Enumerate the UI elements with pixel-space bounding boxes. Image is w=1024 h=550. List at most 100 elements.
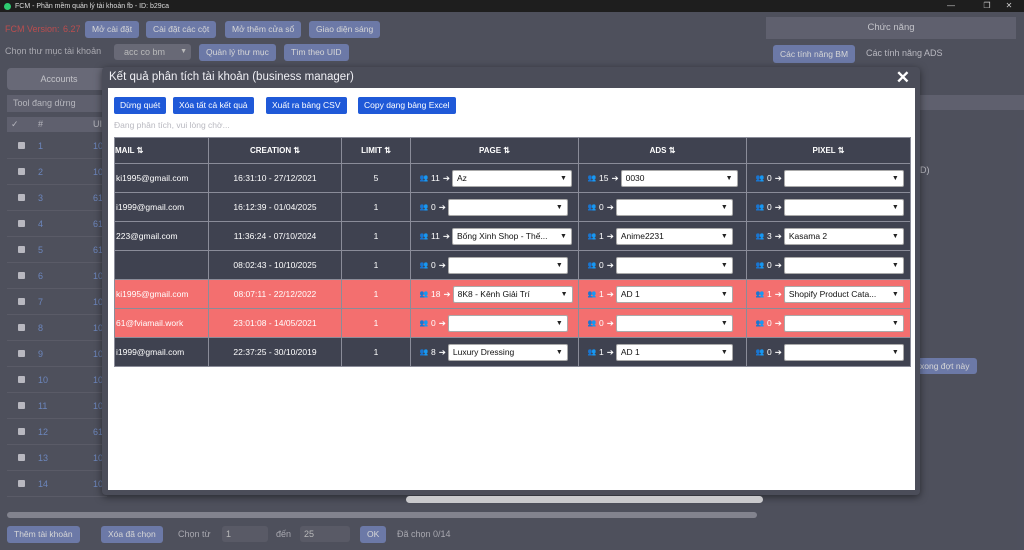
ads-count: 0 bbox=[599, 260, 604, 270]
column-page[interactable]: PAGE ⇅ bbox=[410, 137, 579, 164]
arrow-icon: ➔ bbox=[606, 288, 614, 299]
pixel-dropdown[interactable]: Shopify Product Cata... ▼ bbox=[783, 285, 904, 303]
column-creation[interactable]: CREATION ⇅ bbox=[208, 137, 342, 164]
right-partial-button[interactable]: xong đợt này bbox=[912, 358, 977, 374]
ads-dropdown[interactable]: AD 1 ▼ bbox=[615, 343, 733, 361]
page-dropdown[interactable]: Az ▼ bbox=[451, 169, 572, 187]
row-checkbox[interactable] bbox=[18, 428, 25, 435]
list-item[interactable]: 7 10 bbox=[7, 289, 107, 315]
list-item[interactable]: 3 61 bbox=[7, 185, 107, 211]
row-checkbox[interactable] bbox=[18, 350, 25, 357]
pixel-dropdown-value: Kasama 2 bbox=[788, 230, 828, 241]
column-limit[interactable]: LIMIT ⇅ bbox=[341, 137, 411, 164]
list-item[interactable]: 12 61 bbox=[7, 419, 107, 445]
list-item[interactable]: 14 10 bbox=[7, 471, 107, 497]
select-to-input[interactable]: 25 bbox=[300, 526, 350, 542]
row-checkbox[interactable] bbox=[18, 324, 25, 331]
ads-dropdown[interactable]: Anime2231 ▼ bbox=[615, 227, 733, 245]
column-ads[interactable]: ADS ⇅ bbox=[578, 137, 747, 164]
light-theme-button[interactable]: Giao diện sáng bbox=[309, 21, 381, 38]
select-from-input[interactable]: 1 bbox=[222, 526, 268, 542]
page-dropdown[interactable]: Bống Xinh Shop - Thế... ▼ bbox=[451, 227, 572, 245]
row-checkbox[interactable] bbox=[18, 194, 25, 201]
list-item[interactable]: 4 61 bbox=[7, 211, 107, 237]
row-checkbox[interactable] bbox=[18, 168, 25, 175]
tool-status: Tool đang dừng bbox=[7, 95, 107, 112]
row-checkbox[interactable] bbox=[18, 480, 25, 487]
pixel-dropdown[interactable]: ▼ bbox=[783, 343, 904, 361]
close-window-icon[interactable]: ✕ bbox=[1005, 1, 1013, 10]
minimize-icon[interactable]: — bbox=[947, 1, 955, 10]
maximize-icon[interactable]: ❐ bbox=[983, 1, 991, 10]
arrow-icon: ➔ bbox=[438, 259, 446, 270]
app-icon bbox=[4, 2, 11, 10]
dialog-horizontal-scrollbar[interactable] bbox=[406, 496, 763, 503]
list-item[interactable]: 10 10 bbox=[7, 367, 107, 393]
clear-results-button[interactable]: Xóa tất cả kết quả bbox=[173, 97, 254, 114]
ads-count: 1 bbox=[599, 289, 604, 299]
ads-dropdown[interactable]: ▼ bbox=[615, 198, 733, 216]
row-checkbox[interactable] bbox=[18, 220, 25, 227]
ads-dropdown[interactable]: ▼ bbox=[615, 256, 733, 274]
row-checkbox[interactable] bbox=[18, 298, 25, 305]
tab-accounts[interactable]: Accounts bbox=[7, 68, 111, 90]
row-checkbox[interactable] bbox=[18, 142, 25, 149]
row-checkbox[interactable] bbox=[18, 246, 25, 253]
row-checkbox[interactable] bbox=[18, 454, 25, 461]
add-account-button[interactable]: Thêm tài khoản bbox=[7, 526, 80, 543]
open-settings-button[interactable]: Mở cài đặt bbox=[85, 21, 140, 38]
list-item[interactable]: 5 61 bbox=[7, 237, 107, 263]
find-uid-button[interactable]: Tìm theo UID bbox=[284, 44, 349, 61]
list-item[interactable]: 1 10 bbox=[7, 133, 107, 159]
column-pixel[interactable]: PIXEL ⇅ bbox=[746, 137, 911, 164]
page-dropdown[interactable]: ▼ bbox=[447, 314, 568, 332]
copy-excel-button[interactable]: Copy dạng bảng Excel bbox=[358, 97, 456, 114]
tab-ads-features[interactable]: Các tính năng ADS bbox=[866, 48, 943, 58]
page-dropdown[interactable]: Luxury Dressing ▼ bbox=[447, 343, 568, 361]
pixel-dropdown[interactable]: ▼ bbox=[783, 198, 904, 216]
folder-select[interactable]: acc co bm ▼ bbox=[114, 44, 191, 60]
check-all-icon[interactable]: ✓ bbox=[11, 119, 19, 129]
pixel-dropdown-value: Shopify Product Cata... bbox=[788, 288, 877, 299]
ads-dropdown[interactable]: ▼ bbox=[615, 314, 733, 332]
list-item[interactable]: 13 10 bbox=[7, 445, 107, 471]
people-icon: 👥 bbox=[419, 320, 429, 327]
arrow-icon: ➔ bbox=[606, 230, 614, 241]
list-item[interactable]: 2 10 bbox=[7, 159, 107, 185]
main-horizontal-scrollbar[interactable] bbox=[7, 512, 757, 518]
page-dropdown[interactable]: 8K8 - Kênh Giải Trí ▼ bbox=[452, 285, 573, 303]
page-dropdown[interactable]: ▼ bbox=[447, 256, 568, 274]
ads-dropdown[interactable]: AD 1 ▼ bbox=[615, 285, 733, 303]
pixel-dropdown[interactable]: Kasama 2 ▼ bbox=[783, 227, 904, 245]
row-checkbox[interactable] bbox=[18, 376, 25, 383]
row-number: 11 bbox=[38, 401, 48, 411]
column-settings-button[interactable]: Cài đặt các cột bbox=[146, 21, 217, 38]
pixel-dropdown[interactable]: ▼ bbox=[783, 256, 904, 274]
select-from-label: Chọn từ bbox=[178, 529, 211, 539]
column-mail[interactable]: MAIL ⇅ bbox=[114, 137, 209, 164]
open-window-button[interactable]: Mở thêm cửa sổ bbox=[225, 21, 302, 38]
list-item[interactable]: 8 10 bbox=[7, 315, 107, 341]
row-uid-partial: 10 bbox=[93, 141, 104, 151]
row-uid-partial: 61 bbox=[93, 427, 104, 437]
manage-folder-button[interactable]: Quản lý thư mục bbox=[199, 44, 276, 61]
export-csv-button[interactable]: Xuất ra bảng CSV bbox=[266, 97, 347, 114]
ok-button[interactable]: OK bbox=[360, 526, 387, 543]
list-item[interactable]: 9 10 bbox=[7, 341, 107, 367]
page-dropdown[interactable]: ▼ bbox=[447, 198, 568, 216]
stop-scan-button[interactable]: Dừng quét bbox=[114, 97, 167, 114]
ads-dropdown[interactable]: 0030 ▼ bbox=[620, 169, 738, 187]
close-icon[interactable]: ✕ bbox=[895, 68, 910, 87]
pixel-dropdown[interactable]: ▼ bbox=[783, 169, 904, 187]
arrow-icon: ➔ bbox=[606, 201, 614, 212]
dialog-body: Dừng quét Xóa tất cả kết quả Xuất ra bản… bbox=[108, 88, 915, 503]
arrow-icon: ➔ bbox=[774, 288, 782, 299]
list-item[interactable]: 6 10 bbox=[7, 263, 107, 289]
list-item[interactable]: 11 10 bbox=[7, 393, 107, 419]
row-checkbox[interactable] bbox=[18, 402, 25, 409]
pixel-dropdown[interactable]: ▼ bbox=[783, 314, 904, 332]
row-checkbox[interactable] bbox=[18, 272, 25, 279]
delete-selected-button[interactable]: Xóa đã chọn bbox=[101, 526, 163, 543]
tab-bm-features[interactable]: Các tính năng BM bbox=[773, 45, 856, 63]
grid-header: ✓ # UI bbox=[7, 117, 107, 132]
